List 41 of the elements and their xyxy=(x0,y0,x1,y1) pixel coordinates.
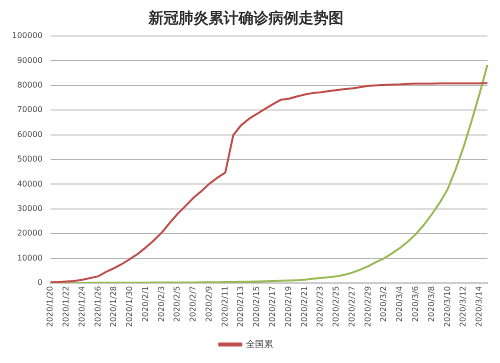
x-tick-label: 2020/2/7 xyxy=(188,286,198,322)
x-tick-label: 2020/2/1 xyxy=(140,286,150,322)
x-tick-label: 2020/1/20 xyxy=(46,286,55,328)
x-tick-label: 2020/1/22 xyxy=(62,286,71,328)
y-tick-label: 100000 xyxy=(12,31,43,40)
x-tick-label: 2020/3/8 xyxy=(426,286,436,322)
x-tick-label: 2020/2/25 xyxy=(332,286,341,328)
y-tick-label: 70000 xyxy=(17,105,43,114)
y-tick-label: 10000 xyxy=(17,253,43,262)
x-tick-label: 2020/2/13 xyxy=(236,286,246,328)
x-tick-label: 2020/2/19 xyxy=(284,286,293,328)
legend-label: 全国累 xyxy=(246,338,273,350)
x-tick-label: 2020/2/17 xyxy=(268,286,278,328)
y-tick-label: 20000 xyxy=(17,228,43,238)
x-tick-label: 2020/2/3 xyxy=(156,286,166,322)
x-tick-label: 2020/2/11 xyxy=(220,286,230,328)
y-tick-label: 90000 xyxy=(17,56,43,65)
x-tick-label: 2020/2/29 xyxy=(363,286,372,328)
x-tick-label: 2020/3/2 xyxy=(379,286,388,322)
x-tick-label: 2020/1/30 xyxy=(125,286,134,328)
x-tick-label: 2020/2/21 xyxy=(300,286,309,328)
x-tick-label: 2020/2/9 xyxy=(204,286,214,322)
y-tick-label: 80000 xyxy=(17,80,43,90)
x-tick-label: 2020/3/14 xyxy=(474,286,484,328)
y-tick-label: 0 xyxy=(37,278,43,288)
x-tick-label: 2020/2/15 xyxy=(252,286,262,328)
x-tick-label: 2020/3/6 xyxy=(410,286,420,322)
y-tick-label: 50000 xyxy=(17,154,43,164)
x-tick-label: 2020/3/4 xyxy=(395,286,404,322)
x-tick-label: 2020/3/12 xyxy=(458,286,468,328)
x-tick-label: 2020/1/28 xyxy=(109,286,118,328)
x-tick-label: 2020/1/26 xyxy=(93,286,102,328)
y-tick-label: 60000 xyxy=(17,130,43,139)
y-tick-label: 40000 xyxy=(17,179,43,188)
x-tick-label: 2020/2/5 xyxy=(172,286,182,322)
y-tick-label: 30000 xyxy=(17,204,43,213)
x-tick-label: 2020/2/27 xyxy=(347,286,356,328)
x-tick-label: 2020/2/23 xyxy=(316,286,325,328)
x-tick-label: 2020/3/10 xyxy=(442,286,452,328)
chart-title: 新冠肺炎累计确诊病例走势图 xyxy=(148,8,344,27)
x-tick-label: 2020/1/24 xyxy=(77,286,86,328)
